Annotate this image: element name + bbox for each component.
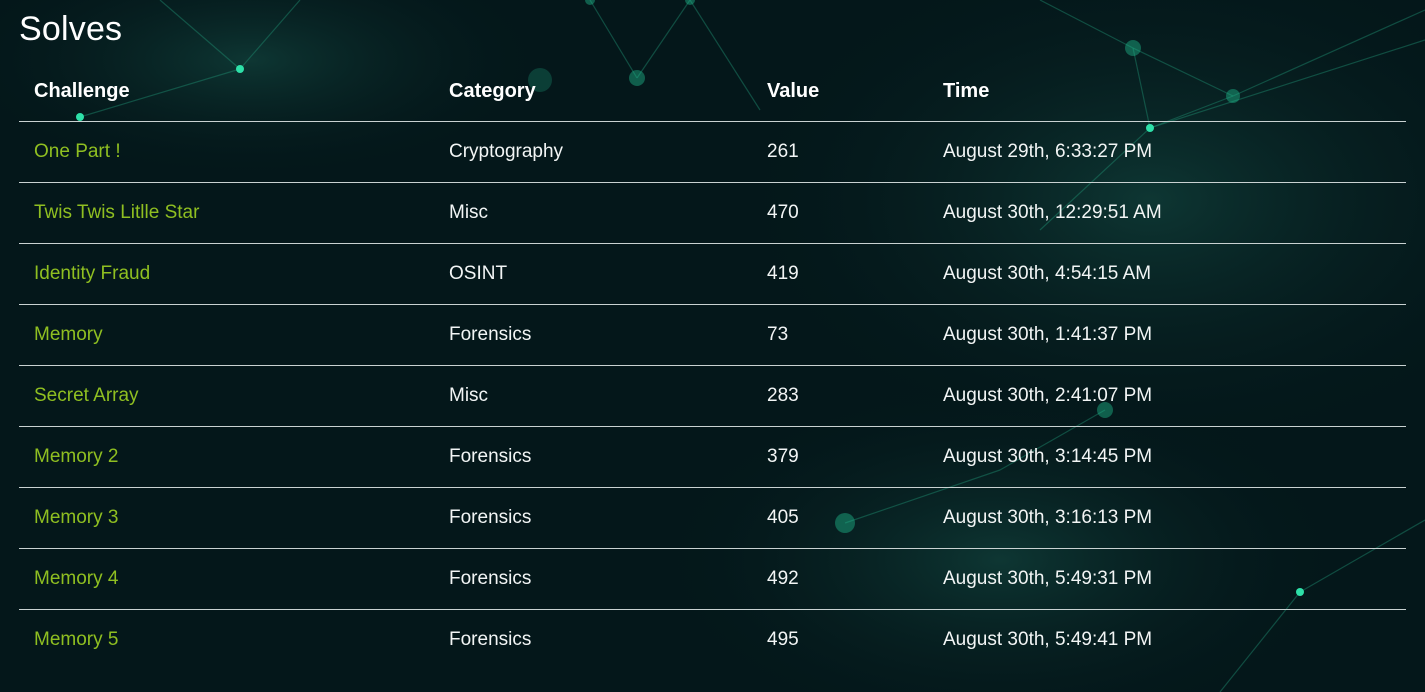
category-cell: Forensics — [449, 629, 532, 650]
time-cell: August 30th, 2:41:07 PM — [928, 365, 1406, 427]
time-cell: August 30th, 3:16:13 PM — [928, 487, 1406, 549]
page-title: Solves — [19, 10, 123, 48]
category-cell: Misc — [434, 182, 752, 244]
table-row: Memory Forensics 73 August 30th, 1:41:37… — [19, 304, 1406, 366]
solves-table: Challenge Category Value Time One Part !… — [19, 61, 1406, 670]
table-row: Twis Twis Litlle Star Misc 470 August 30… — [19, 182, 1406, 244]
category-cell: Misc — [434, 365, 752, 427]
challenge-link[interactable]: Identity Fraud — [34, 263, 151, 284]
challenge-link[interactable]: Memory 2 — [34, 446, 119, 467]
category-cell: Forensics — [434, 548, 752, 610]
challenge-cell: Memory 3 — [19, 487, 434, 549]
challenge-cell: Identity Fraud — [19, 243, 434, 305]
challenge-link[interactable]: Memory — [34, 324, 103, 345]
challenge-link[interactable]: Memory 4 — [34, 568, 119, 589]
table-row: Memory 3 Forensics 405 August 30th, 3:16… — [19, 487, 1406, 549]
challenge-cell: Twis Twis Litlle Star — [19, 182, 434, 244]
table-row: Memory 4 Forensics 492 August 30th, 5:49… — [19, 548, 1406, 610]
category-cell: OSINT — [434, 243, 752, 305]
category-cell: Forensics — [434, 487, 752, 549]
category-cell: Forensics — [434, 304, 752, 366]
table-row: Identity Fraud OSINT 419 August 30th, 4:… — [19, 243, 1406, 305]
time-cell: August 29th, 6:33:27 PM — [928, 121, 1406, 183]
challenge-cell: Memory 4 — [19, 548, 434, 610]
time-cell: August 30th, 1:41:37 PM — [928, 304, 1406, 366]
value-cell: 470 — [752, 182, 928, 244]
table-row: One Part ! Cryptography 261 August 29th,… — [19, 121, 1406, 183]
challenge-cell: Secret Array — [19, 365, 434, 427]
time-cell: August 30th, 5:49:31 PM — [928, 548, 1406, 610]
header-category: Category — [434, 61, 752, 122]
value-cell: 379 — [752, 426, 928, 488]
challenge-link[interactable]: Twis Twis Litlle Star — [34, 202, 200, 223]
value-cell: 405 — [752, 487, 928, 549]
category-cell: Cryptography — [434, 121, 752, 183]
value-cell: 73 — [752, 304, 928, 366]
time-cell: August 30th, 4:54:15 AM — [928, 243, 1406, 305]
time-cell: August 30th, 3:14:45 PM — [928, 426, 1406, 488]
value-cell: 495 — [767, 629, 799, 650]
challenge-cell: Memory 2 — [19, 426, 434, 488]
challenge-cell: Memory — [19, 304, 434, 366]
challenge-link[interactable]: Memory 5 — [34, 629, 119, 650]
value-cell: 283 — [752, 365, 928, 427]
table-row: Memory 5 Forensics 495 August 30th, 5:49… — [19, 610, 1406, 671]
header-time: Time — [928, 61, 1406, 122]
time-cell: August 30th, 5:49:41 PM — [943, 629, 1153, 650]
table-row: Memory 2 Forensics 379 August 30th, 3:14… — [19, 426, 1406, 488]
challenge-cell: One Part ! — [19, 121, 434, 183]
table-row: Secret Array Misc 283 August 30th, 2:41:… — [19, 365, 1406, 427]
header-challenge: Challenge — [19, 61, 434, 122]
value-cell: 261 — [752, 121, 928, 183]
time-cell: August 30th, 12:29:51 AM — [928, 182, 1406, 244]
challenge-link[interactable]: One Part ! — [34, 141, 121, 162]
value-cell: 492 — [752, 548, 928, 610]
value-cell: 419 — [752, 243, 928, 305]
challenge-link[interactable]: Secret Array — [34, 385, 139, 406]
table-header-row: Challenge Category Value Time — [19, 61, 1406, 122]
category-cell: Forensics — [434, 426, 752, 488]
header-value: Value — [752, 61, 928, 122]
challenge-link[interactable]: Memory 3 — [34, 507, 119, 528]
challenge-cell: Memory 5 — [19, 610, 434, 671]
